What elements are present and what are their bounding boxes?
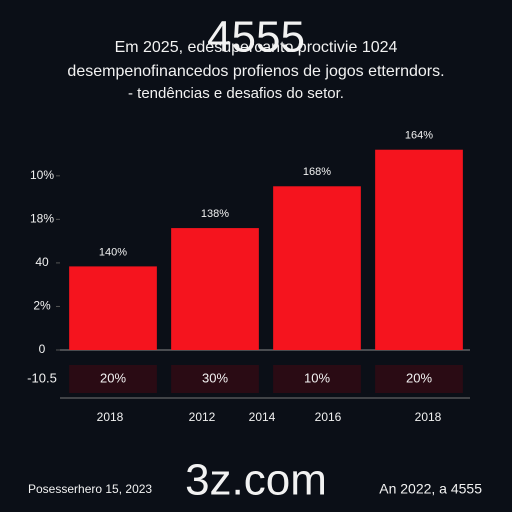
footer-center: 3z.com: [185, 456, 327, 505]
y-tick-label: 10%: [30, 168, 54, 182]
x-label: 2014: [249, 410, 276, 424]
footer-right: An 2022, a 4555: [379, 481, 482, 497]
y-tick-label: 2%: [33, 299, 51, 313]
bar-annotation: 164%: [405, 130, 433, 142]
row-label: -10.5: [27, 370, 57, 385]
row-cell: [375, 365, 463, 393]
bar: [69, 266, 157, 350]
bar-annotation: 168%: [303, 166, 331, 178]
overlay-number: 4555: [207, 13, 305, 62]
row-cell: [69, 365, 157, 393]
x-label: 2012: [189, 410, 216, 424]
bar: [273, 186, 361, 350]
bar-annotation: 140%: [99, 246, 127, 258]
bar-annotation: 138%: [201, 208, 229, 220]
title-line: - tendências e desafios do setor.: [128, 85, 344, 102]
y-tick-label: 18%: [30, 212, 54, 226]
y-tick-label: 40: [35, 255, 49, 269]
row-value: 20%: [406, 370, 432, 385]
row-cell: [273, 365, 361, 393]
x-label: 2018: [415, 410, 442, 424]
footer-left: Posesserhero 15, 2023: [28, 482, 152, 496]
row-cell: [171, 365, 259, 393]
row-value: 30%: [202, 370, 228, 385]
x-label: 2016: [315, 410, 342, 424]
row-value: 10%: [304, 370, 330, 385]
x-label: 2018: [97, 410, 124, 424]
bar: [375, 149, 463, 350]
title-line: desempenofinancedos profienos de jogos e…: [67, 63, 444, 80]
y-tick-label: 0: [39, 342, 46, 356]
title-line: Em 2025, edesüpercanto proctivie 1024: [115, 39, 398, 56]
bar: [171, 228, 259, 350]
row-value: 20%: [100, 370, 126, 385]
